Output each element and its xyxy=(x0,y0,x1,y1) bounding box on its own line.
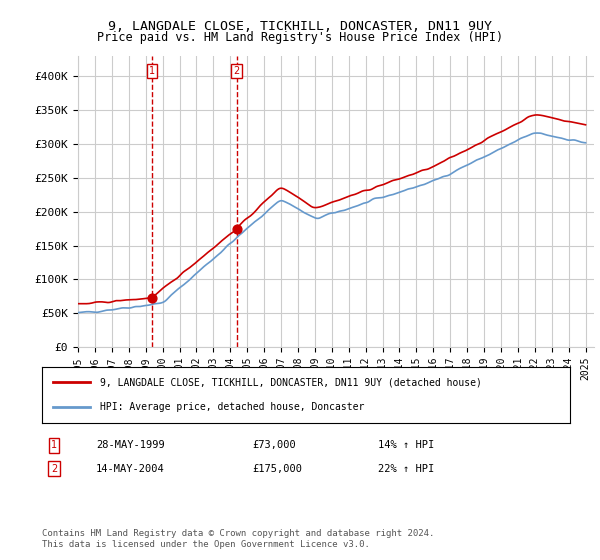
Point xyxy=(232,224,241,233)
Text: Price paid vs. HM Land Registry's House Price Index (HPI): Price paid vs. HM Land Registry's House … xyxy=(97,31,503,44)
Text: 14% ↑ HPI: 14% ↑ HPI xyxy=(378,440,434,450)
Text: 2: 2 xyxy=(51,464,57,474)
Text: £175,000: £175,000 xyxy=(252,464,302,474)
Text: Contains HM Land Registry data © Crown copyright and database right 2024.
This d: Contains HM Land Registry data © Crown c… xyxy=(42,529,434,549)
Text: 14-MAY-2004: 14-MAY-2004 xyxy=(96,464,165,474)
Text: £73,000: £73,000 xyxy=(252,440,296,450)
Text: 1: 1 xyxy=(149,66,155,76)
Text: 9, LANGDALE CLOSE, TICKHILL, DONCASTER, DN11 9UY: 9, LANGDALE CLOSE, TICKHILL, DONCASTER, … xyxy=(108,20,492,32)
Text: HPI: Average price, detached house, Doncaster: HPI: Average price, detached house, Donc… xyxy=(100,402,364,412)
Text: 2: 2 xyxy=(233,66,239,76)
Text: 1: 1 xyxy=(51,440,57,450)
Text: 22% ↑ HPI: 22% ↑ HPI xyxy=(378,464,434,474)
Text: 28-MAY-1999: 28-MAY-1999 xyxy=(96,440,165,450)
Point xyxy=(148,293,157,302)
Text: 9, LANGDALE CLOSE, TICKHILL, DONCASTER, DN11 9UY (detached house): 9, LANGDALE CLOSE, TICKHILL, DONCASTER, … xyxy=(100,377,482,388)
